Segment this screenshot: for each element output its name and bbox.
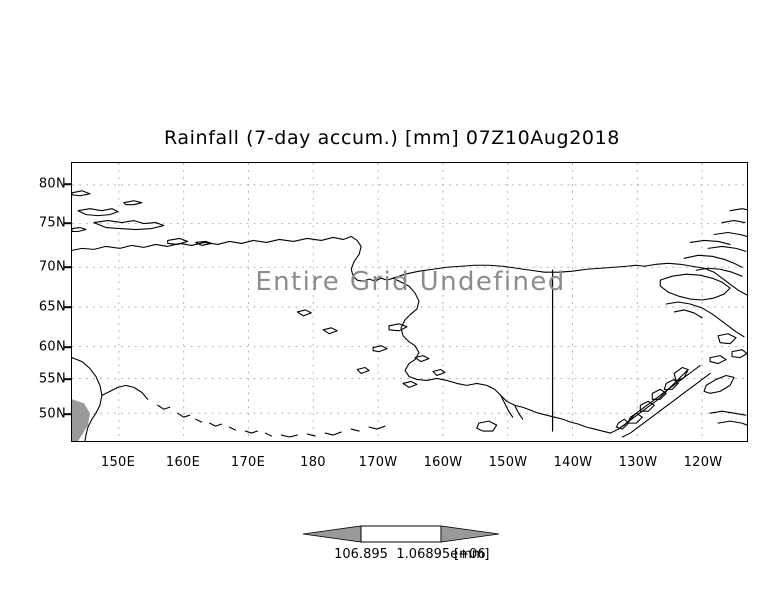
colorbar-swatches[interactable]	[302, 521, 500, 547]
lon-tick-label-140w: 140W	[553, 455, 593, 470]
lat-tick-mark-50n	[64, 413, 71, 415]
map-plot-area[interactable]: Entire Grid Undefined	[71, 162, 748, 442]
lat-tick-mark-60n	[64, 346, 71, 348]
lat-tick-label-75n: 75N	[38, 215, 66, 231]
lon-tick-label-170e: 170E	[230, 455, 266, 470]
lat-tick-mark-55n	[64, 378, 71, 380]
colorbar[interactable]	[302, 521, 500, 547]
lat-tick-label-55n: 55N	[38, 371, 66, 387]
map-gridlines	[72, 163, 747, 441]
lat-tick-label-70n: 70N	[38, 259, 66, 275]
lon-tick-label-150w: 150W	[488, 455, 528, 470]
lat-tick-label-50n: 50N	[38, 406, 66, 422]
colorbar-arrow-right	[440, 525, 500, 543]
lon-tick-label-180: 180	[300, 455, 326, 470]
lat-tick-mark-75n	[64, 222, 71, 224]
lon-tick-label-120w: 120W	[683, 455, 723, 470]
lon-tick-label-170w: 170W	[358, 455, 398, 470]
lat-tick-mark-65n	[64, 306, 71, 308]
lon-tick-label-150e: 150E	[100, 455, 136, 470]
colorbar-segment-0	[360, 525, 442, 543]
coastline-paths	[72, 190, 747, 441]
colorbar-tick-labels: 106.895 1.06895e+06 [mm]	[303, 547, 499, 565]
lon-tick-label-130w: 130W	[618, 455, 658, 470]
lat-tick-label-80n: 80N	[38, 176, 66, 192]
undefined-overlay: Entire Grid Undefined	[72, 163, 747, 441]
lon-tick-label-160e: 160E	[165, 455, 201, 470]
colorbar-arrow-left	[302, 525, 362, 543]
colorbar-min-label: 106.895	[334, 547, 388, 562]
lat-tick-mark-80n	[64, 183, 71, 185]
lat-tick-mark-70n	[64, 266, 71, 268]
colorbar-units-label: [mm]	[454, 547, 490, 562]
lon-tick-label-160w: 160W	[423, 455, 463, 470]
colorbar-max-label: 1.06895e+06	[396, 547, 486, 562]
lat-tick-label-65n: 65N	[38, 299, 66, 315]
page-title: Rainfall (7-day accum.) [mm] 07Z10Aug201…	[164, 127, 620, 149]
entire-grid-undefined-text: Entire Grid Undefined	[255, 267, 566, 297]
lat-tick-label-60n: 60N	[38, 339, 66, 355]
